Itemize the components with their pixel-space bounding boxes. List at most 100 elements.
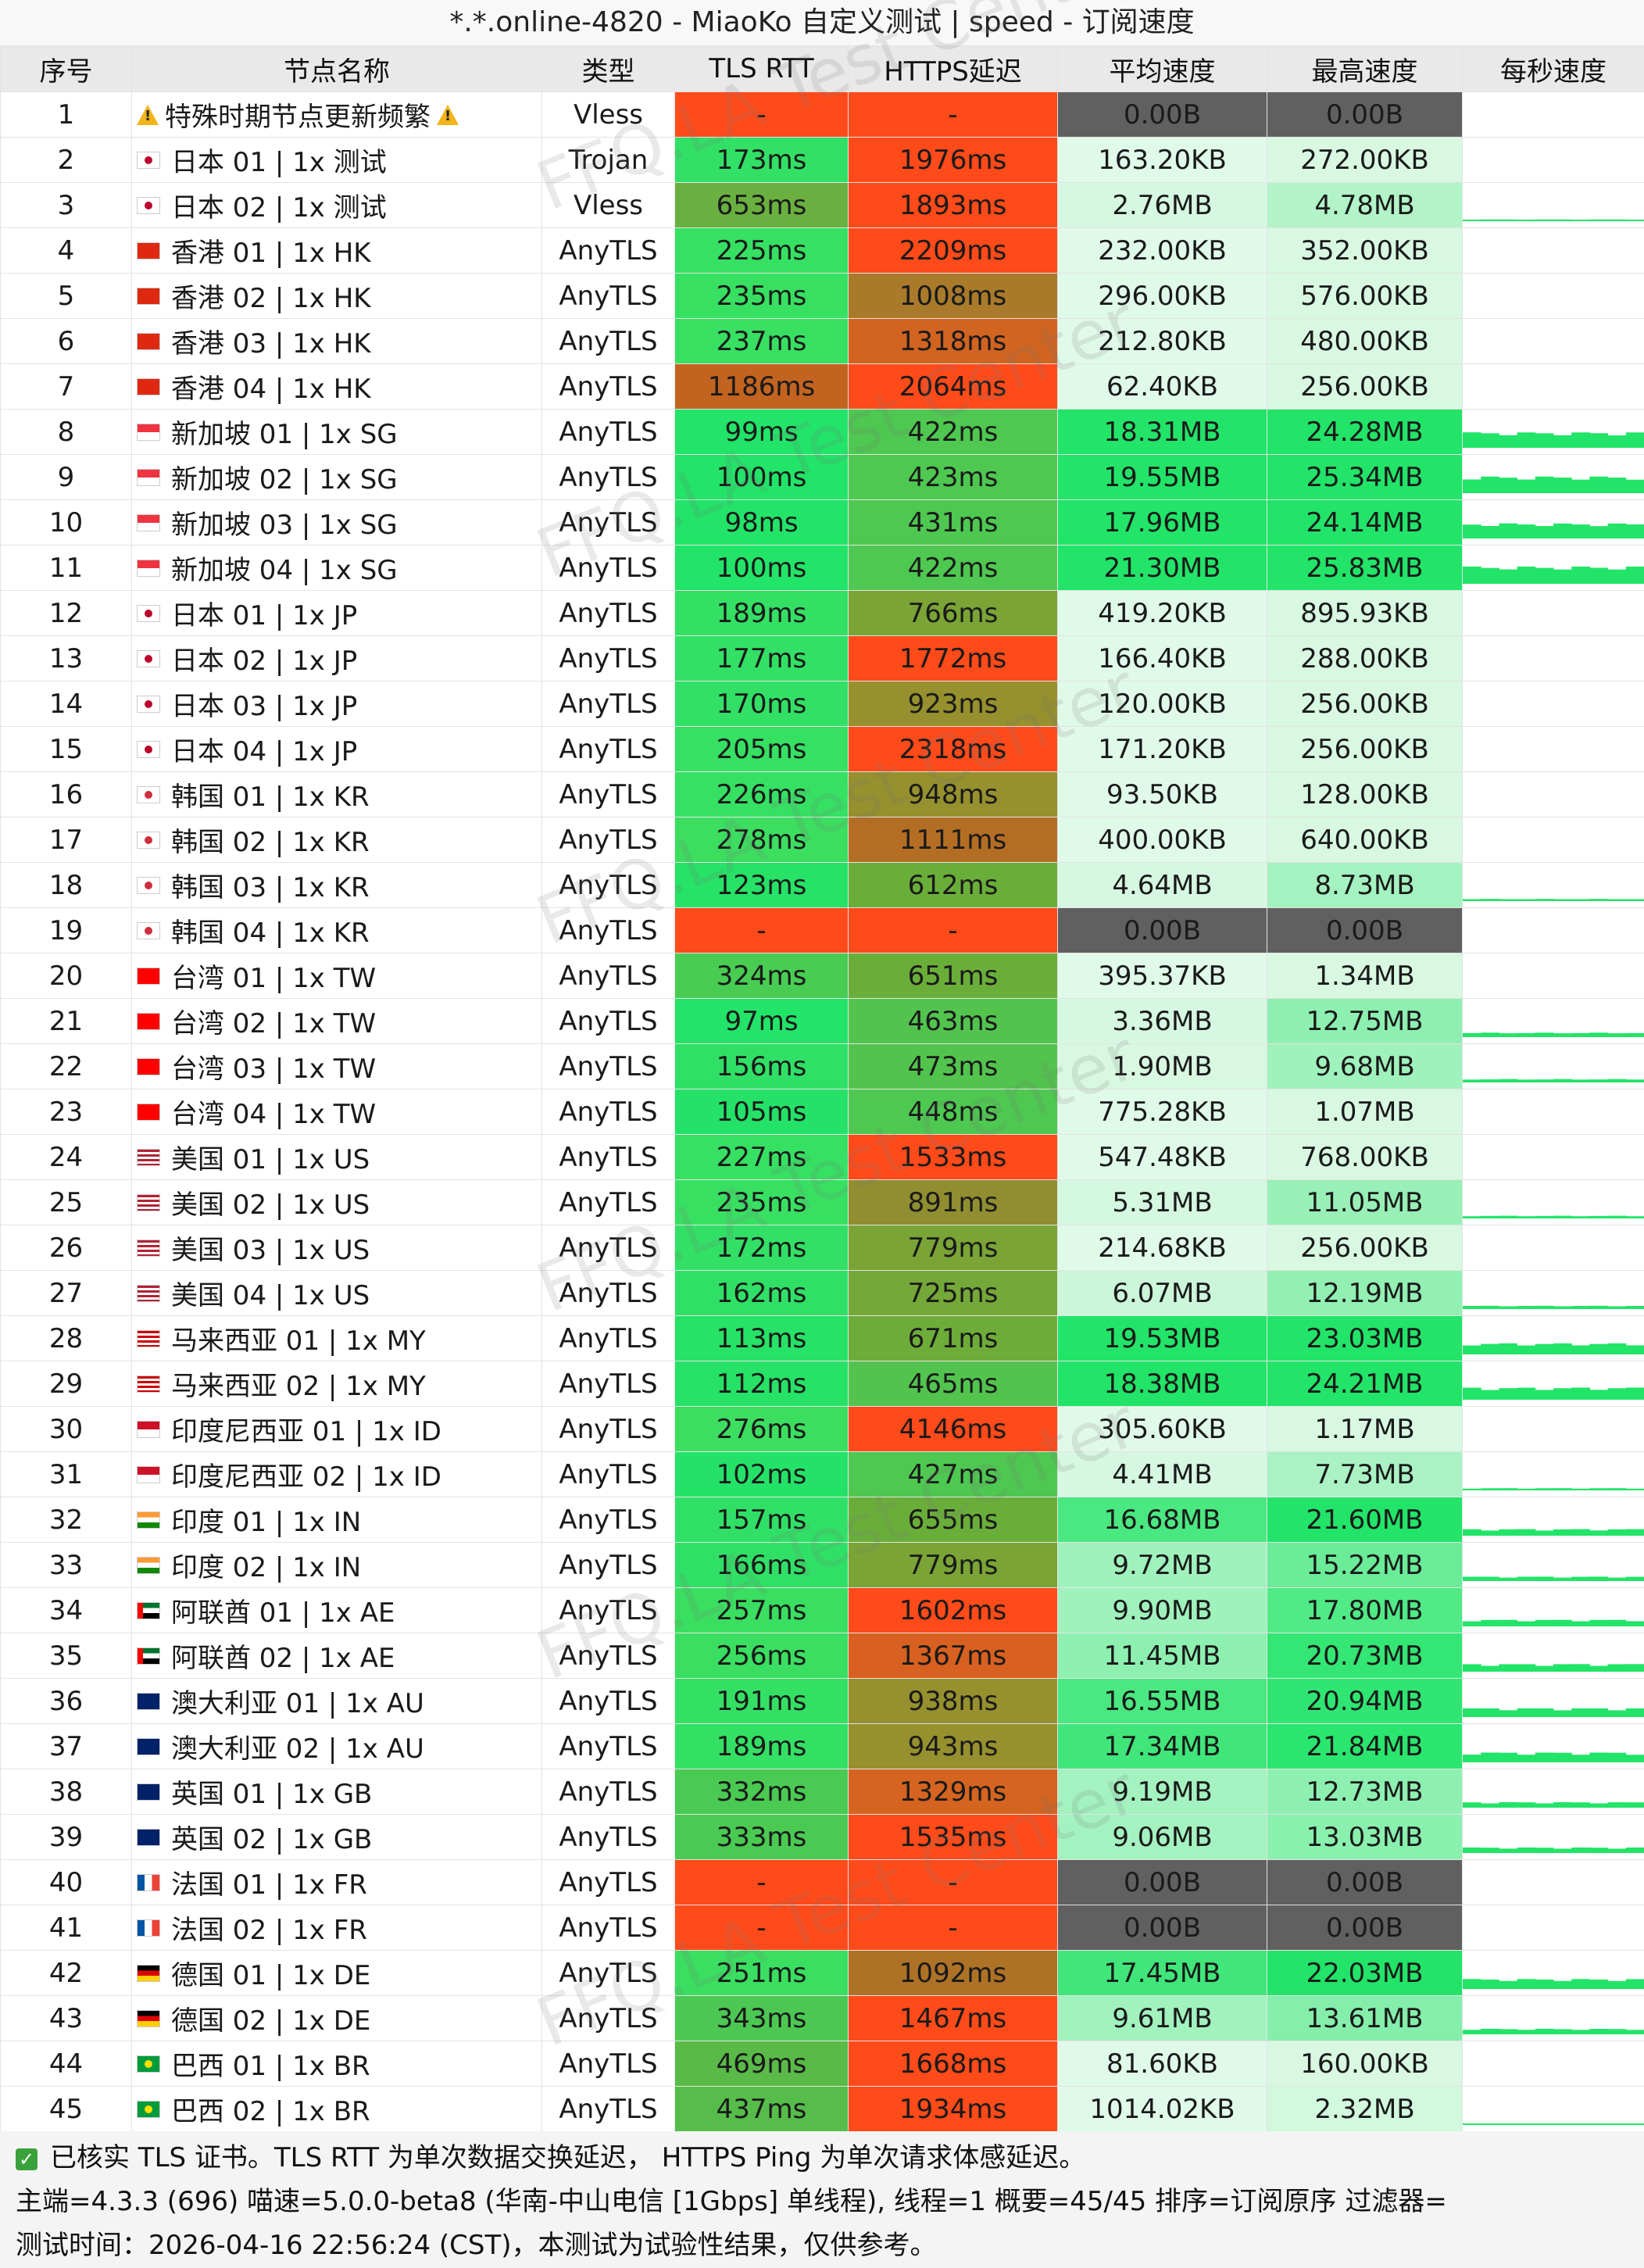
table-row[interactable]: 43 德国 02 | 1x DE AnyTLS 343ms 1467ms 9.61MB 13… — [0, 1995, 1644, 2041]
node-name: 美国 01 | 1x US — [171, 1144, 370, 1175]
https-latency: 943ms — [848, 1723, 1058, 1769]
table-row[interactable]: 4 香港 01 | 1x HK AnyTLS 225ms 2209ms 232.00KB 3… — [0, 227, 1644, 274]
node-name-cell: 德国 01 | 1x DE — [131, 1950, 542, 1996]
table-row[interactable]: 21 台湾 02 | 1x TW AnyTLS 97ms 463ms 3.36MB 12.7… — [0, 998, 1644, 1044]
table-row[interactable]: 26 美国 03 | 1x US AnyTLS 172ms 779ms 214.68KB 2… — [0, 1225, 1644, 1271]
table-row[interactable]: 45 巴西 02 | 1x BR AnyTLS 437ms 1934ms 1014.02K… — [0, 2086, 1644, 2132]
sparkline-bar — [1481, 219, 1499, 221]
sparkline-bar — [1499, 2029, 1518, 2034]
sparkline-bar — [1481, 433, 1499, 448]
table-row[interactable]: 7 香港 04 | 1x HK AnyTLS 1186ms 2064ms 62.40KB 2… — [0, 363, 1644, 410]
max-speed: 13.03MB — [1267, 1814, 1463, 1860]
table-row[interactable]: 34 阿联酋 01 | 1x AE AnyTLS 257ms 1602ms 9.90MB 1… — [0, 1587, 1644, 1633]
node-name-cell: 日本 01 | 1x JP — [131, 590, 542, 636]
sparkline-bar — [1553, 1710, 1572, 1717]
table-row[interactable]: 27 美国 04 | 1x US AnyTLS 162ms 725ms 6.07MB 12.… — [0, 1270, 1644, 1316]
per-second-sparkline — [1462, 499, 1644, 546]
header-per-second-speed[interactable]: 每秒速度 — [1462, 45, 1644, 92]
sparkline-bar — [1589, 1619, 1609, 1626]
node-type: AnyTLS — [541, 817, 675, 863]
table-row[interactable]: 37 澳大利亚 02 | 1x AU AnyTLS 189ms 943ms 17.34MB… — [0, 1723, 1644, 1769]
sparkline-bar — [1589, 433, 1609, 448]
sparkline-bar — [1463, 1032, 1481, 1037]
node-name: 新加坡 01 | 1x SG — [171, 419, 398, 450]
table-row[interactable]: 44 巴西 01 | 1x BR AnyTLS 469ms 1668ms 81.60KB 1… — [0, 2041, 1644, 2087]
table-row[interactable]: 29 马来西亚 02 | 1x MY AnyTLS 112ms 465ms 18.38MB… — [0, 1361, 1644, 1407]
table-row[interactable]: 31 印度尼西亚 02 | 1x ID AnyTLS 102ms 427ms 4.41MB… — [0, 1451, 1644, 1497]
flag-au-icon — [137, 1692, 160, 1710]
sparkline-bar — [1589, 1215, 1609, 1218]
per-second-sparkline — [1462, 1179, 1644, 1225]
table-row[interactable]: 23 台湾 04 | 1x TW AnyTLS 105ms 448ms 775.28KB 1… — [0, 1089, 1644, 1135]
per-second-sparkline — [1462, 1950, 1644, 1996]
node-name: 法国 01 | 1x FR — [171, 1869, 367, 1901]
table-row[interactable]: 30 印度尼西亚 01 | 1x ID AnyTLS 276ms 4146ms 305.6… — [0, 1406, 1644, 1452]
table-row[interactable]: 2 日本 01 | 1x 测试 Trojan 173ms 1976ms 163.20KB 2… — [0, 137, 1644, 183]
table-row[interactable]: 28 马来西亚 01 | 1x MY AnyTLS 113ms 671ms 19.53MB… — [0, 1315, 1644, 1361]
tls-rtt: 332ms — [674, 1769, 849, 1815]
max-speed: 272.00KB — [1267, 137, 1463, 183]
table-row[interactable]: 14 日本 03 | 1x JP AnyTLS 170ms 923ms 120.00KB 2… — [0, 681, 1644, 727]
sparkline-bar — [1571, 899, 1590, 901]
table-row[interactable]: 17 韩国 02 | 1x KR AnyTLS 278ms 1111ms 400.00KB… — [0, 817, 1644, 863]
table-row[interactable]: 42 德国 01 | 1x DE AnyTLS 251ms 1092ms 17.45MB 2… — [0, 1950, 1644, 1996]
table-row[interactable]: 33 印度 02 | 1x IN AnyTLS 166ms 779ms 9.72MB 15.… — [0, 1542, 1644, 1588]
table-row[interactable]: 5 香港 02 | 1x HK AnyTLS 235ms 1008ms 296.00KB 5… — [0, 273, 1644, 319]
sparkline-bar — [1553, 1980, 1572, 1989]
table-row[interactable]: 39 英国 02 | 1x GB AnyTLS 333ms 1535ms 9.06MB 13… — [0, 1814, 1644, 1860]
table-row[interactable]: 16 韩国 01 | 1x KR AnyTLS 226ms 948ms 93.50KB 12… — [0, 771, 1644, 817]
max-speed: 24.21MB — [1267, 1361, 1463, 1407]
node-type: AnyTLS — [541, 1678, 675, 1724]
flag-emblem — [145, 2059, 152, 2068]
sparkline-bar — [1625, 1306, 1644, 1309]
header-index[interactable]: 序号 — [0, 45, 132, 92]
table-row[interactable]: 3 日本 02 | 1x 测试 Vless 653ms 1893ms 2.76MB 4.78… — [0, 182, 1644, 228]
https-latency: 1467ms — [848, 1995, 1058, 2041]
tls-rtt: 257ms — [674, 1587, 849, 1633]
row-index: 41 — [0, 1905, 132, 1951]
node-type: AnyTLS — [541, 635, 675, 681]
table-row[interactable]: 38 英国 01 | 1x GB AnyTLS 332ms 1329ms 9.19MB 12… — [0, 1769, 1644, 1815]
table-row[interactable]: 10 新加坡 03 | 1x SG AnyTLS 98ms 431ms 17.96MB 24… — [0, 499, 1644, 546]
sparkline-bar — [1571, 1755, 1590, 1762]
per-second-sparkline — [1462, 1723, 1644, 1769]
max-speed: 1.07MB — [1267, 1089, 1463, 1135]
table-row[interactable]: 41 法国 02 | 1x FR AnyTLS - -0.00B 0.00B — [0, 1905, 1644, 1951]
tls-rtt: 102ms — [674, 1451, 849, 1497]
sparkline-bar — [1607, 1343, 1627, 1354]
header-node-name[interactable]: 节点名称 — [131, 45, 542, 92]
avg-speed: 3.36MB — [1057, 998, 1267, 1044]
sparkline-chart — [1463, 476, 1644, 493]
table-row[interactable]: 40 法国 01 | 1x FR AnyTLS - -0.00B 0.00B — [0, 1859, 1644, 1905]
row-index: 24 — [0, 1134, 132, 1180]
table-row[interactable]: 32 印度 01 | 1x IN AnyTLS 157ms 655ms 16.68MB 21… — [0, 1497, 1644, 1543]
sparkline-bar — [1553, 1215, 1572, 1218]
header-type[interactable]: 类型 — [541, 45, 675, 92]
table-row[interactable]: 6 香港 03 | 1x HK AnyTLS 237ms 1318ms 212.80KB 4… — [0, 318, 1644, 364]
header-max-speed[interactable]: 最高速度 — [1267, 45, 1463, 92]
table-row[interactable]: 12 日本 01 | 1x JP AnyTLS 189ms 766ms 419.20KB 8… — [0, 590, 1644, 636]
per-second-sparkline — [1462, 1633, 1644, 1679]
table-row[interactable]: 20 台湾 01 | 1x TW AnyTLS 324ms 651ms 395.37KB 1… — [0, 953, 1644, 999]
node-name: 印度尼西亚 01 | 1x ID — [171, 1416, 441, 1447]
sparkline-bar — [1517, 1848, 1536, 1853]
table-row[interactable]: 13 日本 02 | 1x JP AnyTLS 177ms 1772ms 166.40KB… — [0, 635, 1644, 681]
table-row[interactable]: 35 阿联酋 02 | 1x AE AnyTLS 256ms 1367ms 11.45MB… — [0, 1633, 1644, 1679]
table-row[interactable]: 22 台湾 03 | 1x TW AnyTLS 156ms 473ms 1.90MB 9.6… — [0, 1043, 1644, 1089]
header-tls-rtt[interactable]: TLS RTT — [674, 45, 849, 92]
table-row[interactable]: 9 新加坡 02 | 1x SG AnyTLS 100ms 423ms 19.55MB 25… — [0, 454, 1644, 500]
sparkline-bar — [1535, 476, 1554, 493]
table-row[interactable]: 19 韩国 04 | 1x KR AnyTLS - -0.00B 0.00B — [0, 907, 1644, 953]
table-row[interactable]: 25 美国 02 | 1x US AnyTLS 235ms 891ms 5.31MB 11.… — [0, 1179, 1644, 1225]
table-row[interactable]: 11 新加坡 04 | 1x SG AnyTLS 100ms 422ms 21.30MB 2… — [0, 545, 1644, 591]
table-row[interactable]: 24 美国 01 | 1x US AnyTLS 227ms 1533ms 547.48KB… — [0, 1134, 1644, 1180]
avg-speed: 232.00KB — [1057, 227, 1267, 274]
header-avg-speed[interactable]: 平均速度 — [1057, 45, 1267, 92]
max-speed: 17.80MB — [1267, 1587, 1463, 1633]
table-row[interactable]: 36 澳大利亚 01 | 1x AU AnyTLS 191ms 938ms 16.55MB… — [0, 1678, 1644, 1724]
table-row[interactable]: 8 新加坡 01 | 1x SG AnyTLS 99ms 422ms 18.31MB 24.… — [0, 409, 1644, 455]
header-https-latency[interactable]: HTTPS延迟 — [848, 45, 1058, 92]
table-row[interactable]: 18 韩国 03 | 1x KR AnyTLS 123ms 612ms 4.64MB 8.7… — [0, 862, 1644, 908]
table-row[interactable]: 15 日本 04 | 1x JP AnyTLS 205ms 2318ms 171.20KB… — [0, 726, 1644, 772]
